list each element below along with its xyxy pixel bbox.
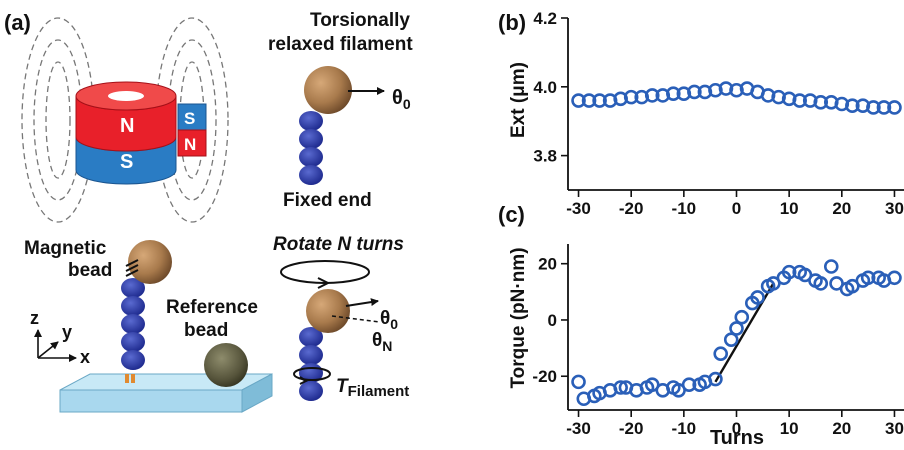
torque-chart: -30 -20 -10 0 10 20 30 -20 0 20 xyxy=(532,244,904,438)
rotated-filament xyxy=(299,327,323,401)
side-magnet-pole-s: S xyxy=(184,109,195,128)
data-point-b xyxy=(792,93,807,108)
y-tick-label-b: 4.2 xyxy=(533,9,557,28)
data-point-c xyxy=(713,346,729,362)
panel-c-xlabel: Turns xyxy=(710,427,764,449)
rotated-bead xyxy=(306,289,350,333)
theta0-label: θ0 xyxy=(392,87,411,112)
x-tick-label-b: -10 xyxy=(672,199,697,218)
relaxed-bead xyxy=(304,66,352,114)
axis-z-label: z xyxy=(30,308,39,328)
data-point-c xyxy=(813,276,829,291)
relaxed-title-line1: Torsionally xyxy=(310,10,410,31)
data-point-b xyxy=(623,89,639,105)
x-tick-label-b: 30 xyxy=(885,199,904,218)
ring-magnet: N S xyxy=(75,81,177,185)
bead-attachment-marks xyxy=(125,259,139,277)
side-magnet: S N xyxy=(177,103,207,157)
panel-c-ylabel: Torque (pN·nm) xyxy=(508,247,529,388)
data-point-b xyxy=(866,100,881,115)
x-tick-label-c: -10 xyxy=(672,419,697,438)
data-point-c xyxy=(613,380,628,395)
x-tick-label-b: -30 xyxy=(566,199,591,218)
x-tick-label-b: 20 xyxy=(832,199,851,218)
torque-arrow-icon xyxy=(293,367,331,385)
panel-a-label: (a) xyxy=(4,10,31,35)
panel-c: (c) Torque (pN·nm) Turns -30 -20 -10 0 10 20 3… xyxy=(498,202,904,449)
data-point-c xyxy=(823,259,839,274)
y-tick-label-c: -20 xyxy=(532,367,557,386)
reference-bead-line2: bead xyxy=(184,320,228,341)
fixed-end-label: Fixed end xyxy=(283,190,372,211)
relaxed-filament xyxy=(299,111,323,185)
magnetic-bead-line1: Magnetic xyxy=(24,238,107,259)
x-tick-label-c: -20 xyxy=(619,419,644,438)
thetaN-ref-line xyxy=(331,315,381,323)
data-point-b xyxy=(581,93,597,108)
data-point-b xyxy=(876,100,892,115)
axis-y-label: y xyxy=(62,322,72,342)
data-point-b xyxy=(813,94,829,110)
x-tick-label-c: 30 xyxy=(885,419,904,438)
magnet-pole-n: N xyxy=(120,115,134,137)
thetaN-arrow xyxy=(345,298,379,307)
y-tick-label-b: 4.0 xyxy=(533,78,557,97)
data-point-c xyxy=(860,270,876,286)
panel-b-ylabel: Ext (μm) xyxy=(508,62,529,138)
thetaN-label: θN xyxy=(372,330,392,354)
data-point-c xyxy=(887,270,902,286)
side-magnet-pole-n: N xyxy=(184,135,196,154)
y-tick-label-c: 0 xyxy=(548,311,557,330)
x-tick-label-b: -20 xyxy=(619,199,644,218)
data-point-c xyxy=(750,290,765,305)
axes-icon xyxy=(34,329,77,362)
data-point-c xyxy=(708,371,723,387)
magnetic-bead-line2: bead xyxy=(68,260,112,281)
data-point-c xyxy=(571,374,586,390)
x-tick-label-c: 0 xyxy=(732,419,741,438)
magnet-pole-s: S xyxy=(120,151,133,173)
data-point-c xyxy=(723,332,739,347)
x-tick-label-c: 10 xyxy=(780,419,799,438)
y-tick-label-c: 20 xyxy=(538,255,557,274)
panel-b-label: (b) xyxy=(498,10,526,35)
data-point-b xyxy=(592,93,607,108)
relaxed-title-line2: relaxed filament xyxy=(268,34,413,55)
tether-filament xyxy=(121,278,145,383)
rotate-label: Rotate N turns xyxy=(273,234,404,255)
torque-label: TFilament xyxy=(336,376,409,400)
data-point-b xyxy=(571,93,586,108)
x-tick-label-c: -30 xyxy=(566,419,591,438)
panel-c-label: (c) xyxy=(498,202,525,227)
rotation-arrow-icon xyxy=(280,260,370,289)
data-point-c xyxy=(781,264,797,280)
data-point-b xyxy=(845,98,860,114)
data-point-c xyxy=(681,377,697,392)
theta0-rotated-label: θ0 xyxy=(380,308,398,332)
axis-x-label: x xyxy=(80,347,90,367)
data-point-b xyxy=(644,88,660,103)
x-tick-label-c: 20 xyxy=(832,419,851,438)
panel-b: (b) Ext (μm) -30 -20 -10 0 10 20 30 3.8 4.0 4.2 xyxy=(498,9,904,218)
magnetic-bead xyxy=(128,240,172,284)
x-tick-label-b: 0 xyxy=(732,199,741,218)
x-tick-label-b: 10 xyxy=(780,199,799,218)
data-point-b xyxy=(887,100,902,115)
data-point-b xyxy=(666,86,681,101)
panel-a: (a) N S S N Torsionally relaxe xyxy=(4,10,413,413)
data-point-c xyxy=(729,321,744,336)
data-point-c xyxy=(734,309,750,325)
y-tick-label-b: 3.8 xyxy=(533,147,557,166)
extension-chart: -30 -20 -10 0 10 20 30 3.8 4.0 4.2 xyxy=(533,9,904,218)
reference-bead xyxy=(204,343,248,387)
data-point-b xyxy=(687,84,702,100)
reference-bead-line1: Reference xyxy=(166,297,258,318)
